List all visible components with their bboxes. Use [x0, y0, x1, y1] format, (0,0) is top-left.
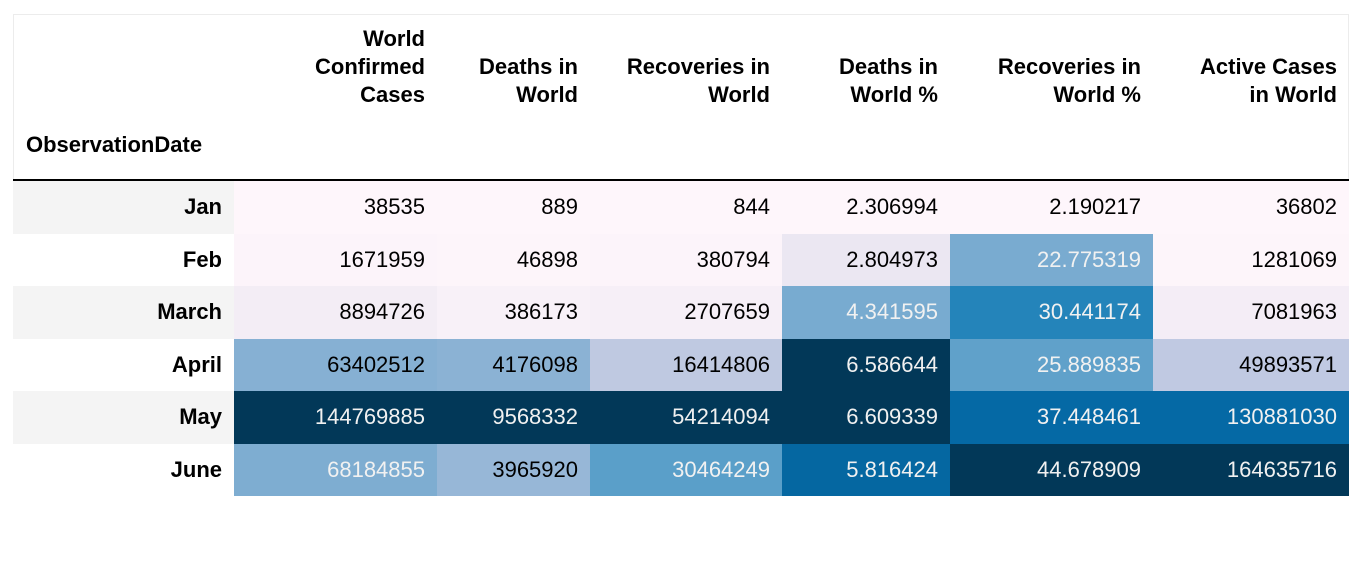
table-cell: 44.678909: [950, 443, 1153, 496]
table-cell: 2707659: [590, 286, 782, 339]
table-cell: 37.448461: [950, 391, 1153, 444]
table-cell: 889: [437, 180, 590, 234]
row-label: June: [13, 443, 234, 496]
table-row: May 144769885 9568332 54214094 6.609339 37.44…: [13, 391, 1349, 444]
data-table: World Confirmed Cases Deaths in World Recov…: [13, 14, 1349, 496]
row-label: Jan: [13, 180, 234, 234]
column-header: Recoveries in World: [626, 54, 770, 107]
table-row: April 63402512 4176098 16414806 6.586644 25.8…: [13, 338, 1349, 391]
table-cell: 7081963: [1153, 286, 1349, 339]
table-cell: 844: [590, 180, 782, 234]
row-label: May: [13, 391, 234, 444]
table-cell: 380794: [590, 233, 782, 286]
table-cell: 30.441174: [950, 286, 1153, 339]
table-cell: 386173: [437, 286, 590, 339]
table-cell: 16414806: [590, 338, 782, 391]
table-cell: 36802: [1153, 180, 1349, 234]
row-label: Feb: [13, 233, 234, 286]
index-name-row: ObservationDate: [13, 111, 1349, 181]
table-cell: 25.889835: [950, 338, 1153, 391]
table-cell: 38535: [234, 180, 437, 234]
table-cell: 3965920: [437, 443, 590, 496]
table-cell: 8894726: [234, 286, 437, 339]
table-body: Jan 38535 889 844 2.306994 2.190217 36802 Feb 16…: [13, 180, 1349, 496]
table-cell: 9568332: [437, 391, 590, 444]
table-cell: 2.190217: [950, 180, 1153, 234]
row-label: March: [13, 286, 234, 339]
table-row: June 68184855 3965920 30464249 5.816424 44.67…: [13, 443, 1349, 496]
blank-corner-header: [13, 14, 234, 111]
table-cell: 144769885: [234, 391, 437, 444]
table-cell: 63402512: [234, 338, 437, 391]
column-header: Active Cases in World: [1200, 54, 1337, 107]
column-header-row: World Confirmed Cases Deaths in World Recov…: [13, 14, 1349, 111]
table-cell: 30464249: [590, 443, 782, 496]
table-cell: 130881030: [1153, 391, 1349, 444]
table-cell: 49893571: [1153, 338, 1349, 391]
column-header: Recoveries in World %: [997, 54, 1141, 107]
column-header: Deaths in World %: [838, 54, 938, 107]
table-row: March 8894726 386173 2707659 4.341595 30.4411…: [13, 286, 1349, 339]
table-cell: 22.775319: [950, 233, 1153, 286]
table-cell: 2.306994: [782, 180, 950, 234]
table-cell: 68184855: [234, 443, 437, 496]
table-cell: 6.586644: [782, 338, 950, 391]
table-cell: 1281069: [1153, 233, 1349, 286]
table-cell: 54214094: [590, 391, 782, 444]
table-cell: 2.804973: [782, 233, 950, 286]
table-cell: 5.816424: [782, 443, 950, 496]
table-row: Feb 1671959 46898 380794 2.804973 22.775319 12…: [13, 233, 1349, 286]
table-cell: 4176098: [437, 338, 590, 391]
index-name: ObservationDate: [13, 111, 234, 181]
column-header: World Confirmed Cases: [315, 26, 425, 107]
table-cell: 6.609339: [782, 391, 950, 444]
row-label: April: [13, 338, 234, 391]
column-header: Deaths in World: [478, 54, 578, 107]
table-cell: 164635716: [1153, 443, 1349, 496]
table-cell: 4.341595: [782, 286, 950, 339]
table-cell: 1671959: [234, 233, 437, 286]
table-row: Jan 38535 889 844 2.306994 2.190217 36802: [13, 180, 1349, 234]
table-cell: 46898: [437, 233, 590, 286]
